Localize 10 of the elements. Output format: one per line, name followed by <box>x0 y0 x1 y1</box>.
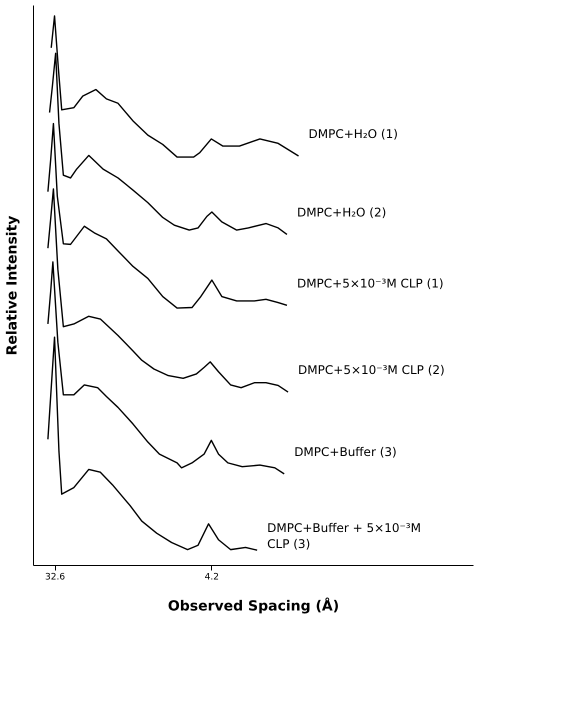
series-label: DMPC+H₂O (2) <box>296 205 386 220</box>
series-label: DMPC+5×10⁻³M CLP (1) <box>296 276 444 290</box>
x-axis-title: Observed Spacing (Å) <box>168 598 340 614</box>
series-label: DMPC+Buffer + 5×10⁻³M CLP (3) <box>267 521 421 552</box>
series-label: DMPC+5×10⁻³M CLP (2) <box>298 363 445 378</box>
x-tick-label: 4.2 <box>204 572 219 582</box>
series-label: DMPC+H₂O (1) <box>308 126 398 141</box>
x-tick-label: 32.6 <box>45 572 66 582</box>
series-label: DMPC+Buffer (3) <box>294 444 397 459</box>
y-axis-title: Relative Intensity <box>4 216 20 356</box>
